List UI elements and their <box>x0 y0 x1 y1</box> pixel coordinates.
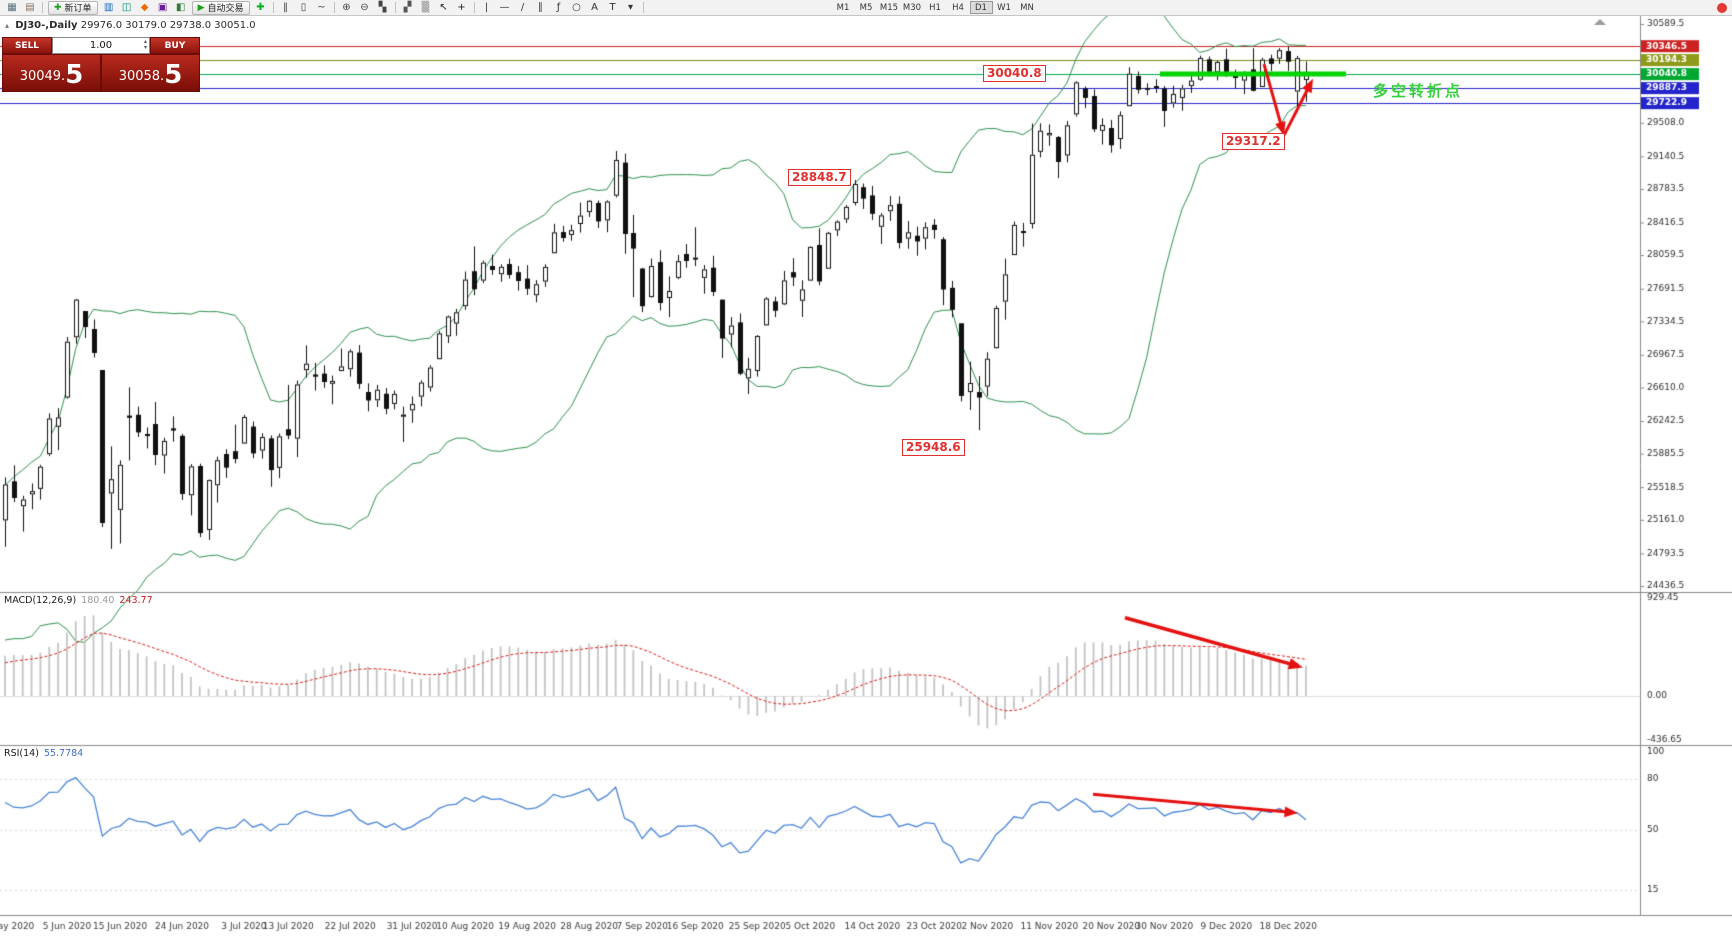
ellipse-icon[interactable]: ○ <box>572 1 581 13</box>
macd-indicator-label: MACD(12,26,9) 180.40 243.77 <box>4 595 153 606</box>
macd-signal-value: 243.77 <box>119 595 153 606</box>
trendline-icon[interactable]: / <box>520 1 525 13</box>
market-watch-icon[interactable]: ▥ <box>103 1 114 13</box>
sell-price-main: 30049. <box>19 69 66 84</box>
buy-button[interactable]: BUY <box>150 37 200 54</box>
line-chart-icon[interactable]: ~ <box>317 1 326 13</box>
volume-up-icon[interactable]: ▴ <box>143 38 147 45</box>
vertical-line-icon[interactable]: | <box>484 1 489 13</box>
price-annotation: 28848.7 <box>788 169 851 187</box>
timeframe-mn[interactable]: MN <box>1020 3 1034 13</box>
tile-windows-icon[interactable]: ▚ <box>378 1 387 13</box>
timeframe-m5[interactable]: M5 <box>859 3 873 13</box>
sell-price-big-digit: 5 <box>65 60 84 90</box>
chart-symbol-period: DJ30-,Daily <box>15 20 78 31</box>
timeframe-m30[interactable]: M30 <box>902 3 922 13</box>
price-annotation: 30040.8 <box>983 65 1046 83</box>
buy-price-main: 30058. <box>118 69 165 84</box>
zoom-in-icon[interactable]: ⊕ <box>342 1 351 13</box>
timeframe-h1[interactable]: H1 <box>929 3 941 13</box>
one-click-trading-panel: SELL 1.00 ▴ ▾ BUY 30049. 5 30058. 5 <box>2 37 200 92</box>
new-order-button[interactable]: ✚ 新订单 <box>48 0 98 15</box>
toolbar-separator <box>473 2 475 13</box>
objects-dropdown-icon[interactable]: ▾ <box>627 1 634 13</box>
volume-value: 1.00 <box>89 40 113 51</box>
toolbar-separator <box>333 2 335 13</box>
candlestick-chart-icon[interactable]: ▯ <box>300 1 307 13</box>
timeframe-h4[interactable]: H4 <box>952 3 964 13</box>
buy-price[interactable]: 30058. 5 <box>101 54 200 92</box>
cursor-icon[interactable]: ↖ <box>439 1 448 13</box>
terminal-icon[interactable]: ▣ <box>157 1 168 13</box>
channel-icon[interactable]: ∥ <box>538 1 543 13</box>
rsi-indicator-label: RSI(14) 55.7784 <box>4 748 84 759</box>
text-label-icon[interactable]: A <box>591 1 598 13</box>
crosshair-icon[interactable]: + <box>457 1 466 13</box>
arrows-tool-icon[interactable]: T <box>609 1 616 13</box>
sell-button[interactable]: SELL <box>2 37 52 54</box>
horizontal-line-icon[interactable]: — <box>499 1 510 13</box>
buy-price-big-digit: 5 <box>164 60 183 90</box>
toolbar-separator <box>42 2 43 13</box>
fibonacci-icon[interactable]: ƒ <box>556 1 561 13</box>
volume-down-icon[interactable]: ▾ <box>143 44 147 51</box>
timeframe-w1[interactable]: W1 <box>997 3 1011 13</box>
profiles-icon[interactable]: ▤ <box>25 1 35 13</box>
new-order-icon: ✚ <box>54 2 62 13</box>
volume-input[interactable]: 1.00 ▴ ▾ <box>52 37 150 54</box>
strategy-tester-icon[interactable]: ◧ <box>175 1 186 13</box>
timeframe-d1[interactable]: D1 <box>969 1 993 14</box>
macd-value: 180.40 <box>81 595 115 606</box>
alert-status-icon[interactable] <box>1717 3 1727 13</box>
text-annotation: 多空转折点 <box>1373 81 1464 100</box>
autotrading-button-label: 自动交易 <box>207 4 244 14</box>
data-window-icon[interactable]: ◫ <box>121 1 132 13</box>
new-chart-icon[interactable]: ▦ <box>7 1 17 13</box>
toolbar-separator <box>642 2 644 13</box>
chart-ohlc-values: 29976.0 30179.0 29738.0 30051.0 <box>80 20 256 31</box>
navigator-icon[interactable]: ◆ <box>140 1 149 13</box>
chart-window-icon: ▴ <box>5 21 10 30</box>
timeframe-m1[interactable]: M1 <box>836 3 850 13</box>
timeframe-m15[interactable]: M15 <box>879 3 899 13</box>
price-annotation: 29317.2 <box>1222 132 1285 150</box>
rsi-value: 55.7784 <box>43 748 84 759</box>
price-annotation: 25948.6 <box>902 438 965 456</box>
add-chart-icon[interactable]: ✚ <box>256 1 265 13</box>
autotrading-button[interactable]: ▶ 自动交易 <box>191 0 250 15</box>
main-toolbar: ▦ ▤ ✚ 新订单 ▥ ◫ ◆ ▣ ◧ ▶ 自动交易 ✚ ‖ ▯ ~ ⊕ ⊖ ▚ ▞ ▒ ↖ + | — / ∥ ƒ ○ A T ▾ M1 M5… <box>0 0 1732 16</box>
toolbar-separator <box>272 2 274 13</box>
toolbar-separator <box>394 2 396 13</box>
new-order-button-label: 新订单 <box>64 4 92 14</box>
chart-grid-icon[interactable]: ▒ <box>421 1 430 13</box>
sell-price[interactable]: 30049. 5 <box>2 54 101 92</box>
auto-arrange-icon[interactable]: ▞ <box>403 1 412 13</box>
chart-title: ▴ DJ30-,Daily 29976.0 30179.0 29738.0 30… <box>5 20 256 31</box>
bar-chart-icon[interactable]: ‖ <box>283 1 288 13</box>
zoom-out-icon[interactable]: ⊖ <box>360 1 369 13</box>
autotrading-icon: ▶ <box>197 2 205 13</box>
